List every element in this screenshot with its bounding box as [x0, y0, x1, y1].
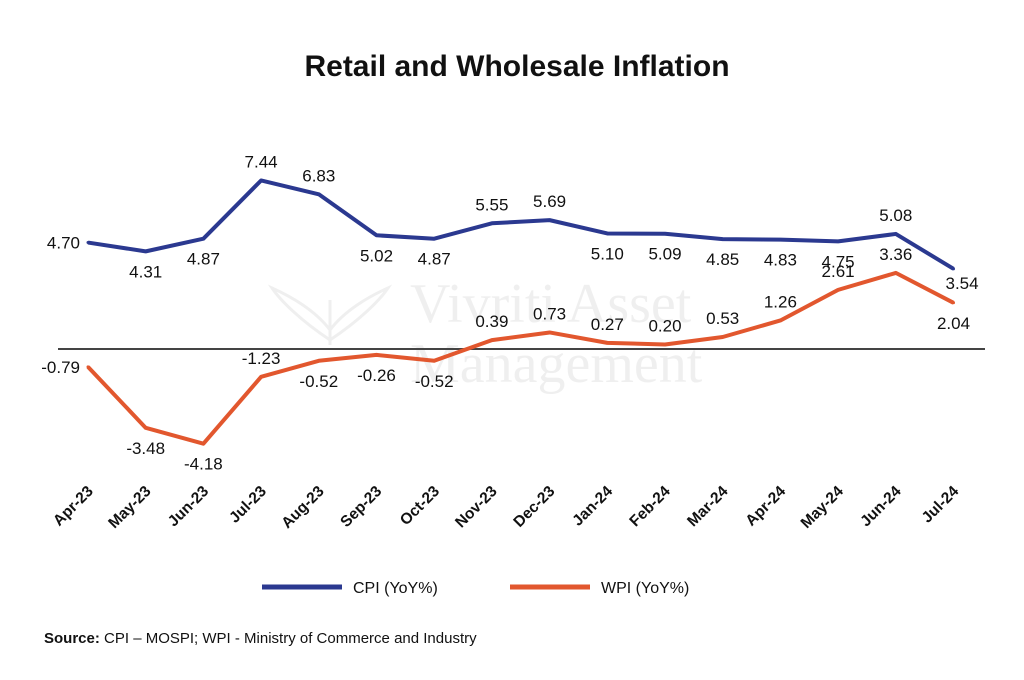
data-point-wpi: [894, 271, 898, 275]
x-tick-label: Jun-24: [857, 483, 905, 531]
x-tick-label: Jul-24: [919, 483, 963, 527]
data-label-wpi: -0.52: [299, 372, 338, 391]
data-point-wpi: [375, 353, 378, 357]
data-label-cpi: 4.85: [706, 250, 739, 269]
data-label-wpi: 0.20: [648, 316, 681, 335]
watermark-logo-icon: [267, 284, 393, 345]
data-point-cpi: [548, 218, 552, 222]
x-tick-label: Oct-23: [397, 483, 443, 529]
data-label-cpi: 4.87: [187, 250, 220, 269]
data-label-wpi: -1.23: [242, 349, 281, 368]
data-label-wpi: 3.36: [879, 245, 912, 264]
data-label-cpi: 4.70: [47, 234, 80, 253]
data-point-cpi: [375, 233, 378, 237]
x-tick-label: Apr-23: [50, 483, 97, 530]
legend-label-cpi: CPI (YoY%): [353, 580, 438, 597]
data-point-wpi: [432, 359, 436, 363]
x-tick-label: May-24: [798, 483, 847, 532]
data-label-cpi: 5.02: [360, 246, 393, 265]
data-labels: 4.70 4.31 4.87 7.44 6.83 5.02 4.87 5.55 5.69 5.10…: [41, 152, 978, 473]
data-point-wpi: [605, 341, 609, 345]
legend-label-wpi: WPI (YoY%): [601, 580, 689, 597]
data-point-cpi: [317, 192, 321, 196]
legend: CPI (YoY%) WPI (YoY%): [262, 580, 689, 597]
x-tick-label: Apr-24: [742, 483, 789, 530]
x-tick-label: Aug-23: [278, 483, 327, 532]
data-point-wpi: [836, 288, 840, 292]
x-tick-label: Feb-24: [626, 483, 674, 531]
data-point-cpi: [894, 232, 898, 236]
data-point-wpi: [317, 359, 321, 363]
watermark-line2: Management: [410, 333, 703, 395]
data-point-cpi: [605, 231, 609, 235]
data-label-cpi: 5.10: [591, 244, 624, 263]
data-label-wpi: 0.27: [591, 315, 624, 334]
series-layer: [86, 178, 955, 446]
series-line-wpi: [86, 270, 955, 446]
data-point-wpi: [721, 335, 725, 339]
data-label-wpi: 2.61: [822, 262, 855, 281]
watermark-line1: Vivriti Asset: [410, 273, 692, 335]
data-label-wpi: -0.26: [357, 366, 396, 385]
watermark: Vivriti Asset Management: [267, 273, 703, 395]
data-point-cpi: [201, 237, 205, 241]
data-point-cpi: [432, 237, 436, 241]
source-label: Source:: [44, 630, 100, 647]
data-point-wpi: [778, 318, 782, 322]
data-label-cpi: 5.69: [533, 192, 566, 211]
data-label-wpi: 0.73: [533, 304, 566, 323]
data-label-wpi: 0.39: [475, 312, 508, 331]
chart-title: Retail and Wholesale Inflation: [304, 50, 729, 83]
data-label-cpi: 6.83: [302, 166, 335, 185]
data-label-cpi: 5.09: [648, 245, 681, 264]
x-tick-label: Sep-23: [337, 483, 385, 531]
data-label-cpi: 5.55: [475, 195, 508, 214]
data-label-cpi: 5.08: [879, 206, 912, 225]
x-tick-label: Mar-24: [684, 483, 732, 531]
data-label-wpi: -0.52: [415, 372, 454, 391]
data-point-cpi: [144, 249, 148, 253]
x-axis-ticks: Apr-23 May-23 Jun-23 Jul-23 Aug-23 Sep-23 Oct-…: [50, 483, 963, 532]
x-tick-label: Dec-23: [510, 483, 558, 531]
data-point-wpi: [952, 301, 955, 305]
data-label-wpi: -0.79: [41, 358, 80, 377]
data-point-wpi: [490, 338, 494, 342]
series-line-cpi: [87, 178, 955, 271]
x-tick-label: May-23: [105, 483, 154, 532]
data-point-wpi: [259, 375, 263, 379]
data-point-cpi: [490, 221, 494, 225]
data-label-cpi: 4.31: [129, 262, 162, 281]
data-point-cpi: [86, 241, 90, 245]
data-point-cpi: [663, 232, 667, 236]
data-point-wpi: [548, 330, 552, 334]
data-label-wpi: 1.26: [764, 292, 797, 311]
data-point-wpi: [144, 426, 148, 430]
data-label-cpi: 3.54: [946, 274, 979, 293]
data-label-wpi: 2.04: [937, 314, 970, 333]
data-point-wpi: [201, 442, 205, 446]
data-point-cpi: [836, 239, 840, 243]
x-tick-label: Jan-24: [569, 483, 616, 530]
data-point-wpi: [663, 342, 667, 346]
data-point-cpi: [259, 178, 263, 182]
x-tick-label: Jul-23: [226, 483, 270, 527]
data-label-cpi: 7.44: [245, 152, 278, 171]
data-point-wpi: [86, 365, 90, 369]
data-label-wpi: -3.48: [126, 439, 165, 458]
data-label-cpi: 4.87: [418, 250, 451, 269]
source-note: Source: CPI – MOSPI; WPI - Ministry of C…: [44, 630, 477, 647]
source-text: CPI – MOSPI; WPI - Ministry of Commerce …: [99, 630, 477, 647]
data-label-cpi: 4.83: [764, 251, 797, 270]
data-point-cpi: [721, 237, 725, 241]
data-label-cpi: 4.75: [822, 252, 855, 271]
data-point-cpi: [952, 267, 955, 271]
x-tick-label: Nov-23: [452, 483, 501, 532]
data-point-cpi: [778, 238, 782, 242]
x-tick-label: Jun-23: [165, 483, 213, 531]
data-label-wpi: -4.18: [184, 455, 223, 474]
data-label-wpi: 0.53: [706, 309, 739, 328]
